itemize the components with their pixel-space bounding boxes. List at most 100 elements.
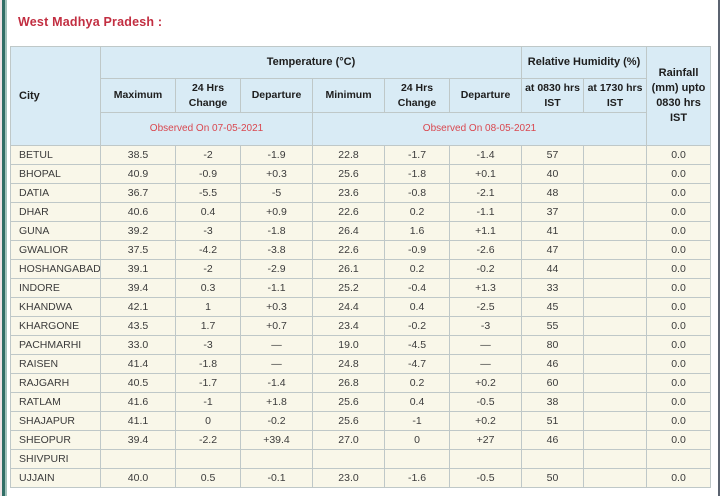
max-cell: 41.1 — [100, 411, 176, 431]
max_change-cell: -0.9 — [175, 164, 241, 184]
min_departure-cell: +0.1 — [448, 164, 523, 184]
table-row: SHEOPUR 39.4 -2.2 +39.4 27.0 0 +27 46 0.0 — [10, 430, 712, 450]
right-window-border — [718, 0, 720, 496]
rainfall-cell: 0.0 — [646, 316, 712, 336]
table-row: RATLAM 41.6 -1 +1.8 25.6 0.4 -0.5 38 0.0 — [10, 392, 712, 412]
rh_1730-cell — [583, 430, 648, 450]
rh_1730-cell — [583, 164, 648, 184]
max-cell: 38.5 — [100, 145, 176, 165]
max_change-cell: 0 — [175, 411, 241, 431]
city-cell: PACHMARHI — [10, 335, 101, 355]
rh_0830-cell: 48 — [521, 183, 585, 203]
max-cell: 41.4 — [100, 354, 176, 374]
max_departure-cell: -3.8 — [240, 240, 313, 260]
max-cell: 43.5 — [100, 316, 176, 336]
min_departure-cell: -2.6 — [448, 240, 523, 260]
rh_1730-cell — [583, 373, 648, 393]
city-cell: SHEOPUR — [10, 430, 101, 450]
min_departure-cell: -3 — [448, 316, 523, 336]
city-cell: GWALIOR — [10, 240, 101, 260]
min-cell: 25.6 — [312, 411, 385, 431]
max_departure-cell: +0.3 — [240, 297, 313, 317]
min_departure-cell: +0.2 — [448, 411, 523, 431]
rh_1730-cell — [583, 316, 648, 336]
observed-date-max: Observed On 07-05-2021 — [100, 112, 313, 146]
max_departure-cell: — — [240, 354, 313, 374]
min_change-cell: 0 — [384, 430, 450, 450]
max-cell: 40.0 — [100, 468, 176, 488]
table-row: KHARGONE 43.5 1.7 +0.7 23.4 -0.2 -3 55 0.0 — [10, 316, 712, 336]
city-cell: KHANDWA — [10, 297, 101, 317]
max-cell: 39.2 — [100, 221, 176, 241]
city-cell: RAJGARH — [10, 373, 101, 393]
min_departure-cell: -2.5 — [448, 297, 523, 317]
max_change-cell: 1 — [175, 297, 241, 317]
rh_1730-cell — [583, 221, 648, 241]
min_departure-cell: +0.2 — [448, 373, 523, 393]
city-cell: DATIA — [10, 183, 101, 203]
min-cell: 26.4 — [312, 221, 385, 241]
rh_1730-cell — [583, 259, 648, 279]
min_departure-cell: -1.1 — [448, 202, 523, 222]
column-group-humidity: Relative Humidity (%) — [521, 46, 648, 79]
rh_1730-cell — [583, 278, 648, 298]
rh_1730-cell — [583, 354, 648, 374]
rh_1730-cell — [583, 202, 648, 222]
rainfall-cell: 0.0 — [646, 183, 712, 203]
min_change-cell: 0.2 — [384, 259, 450, 279]
min_departure-cell: -0.2 — [448, 259, 523, 279]
max_departure-cell: -1.1 — [240, 278, 313, 298]
left-window-border-outer — [0, 0, 2, 496]
min-cell: 23.6 — [312, 183, 385, 203]
column-header-min-24h-change: 24 Hrs Change — [384, 78, 450, 113]
table-row: PACHMARHI 33.0 -3—19.0 -4.5—80 0.0 — [10, 335, 712, 355]
max_change-cell: -4.2 — [175, 240, 241, 260]
rh_0830-cell: 33 — [521, 278, 585, 298]
header-group-row: City Temperature (°C) Relative Humidity … — [10, 46, 712, 146]
max_change-cell — [175, 449, 241, 469]
city-cell: BETUL — [10, 145, 101, 165]
max_departure-cell: -0.2 — [240, 411, 313, 431]
max_change-cell: -2 — [175, 259, 241, 279]
max_change-cell: -1 — [175, 392, 241, 412]
max_change-cell: 0.5 — [175, 468, 241, 488]
rh_0830-cell: 40 — [521, 164, 585, 184]
table-row: KHANDWA 42.1 1 +0.3 24.4 0.4 -2.5 45 0.0 — [10, 297, 712, 317]
max_departure-cell: +0.7 — [240, 316, 313, 336]
max-cell: 40.9 — [100, 164, 176, 184]
header-sub-row: Maximum 24 Hrs Change Departure Minimum … — [11, 78, 711, 113]
rh_0830-cell: 44 — [521, 259, 585, 279]
min-cell: 25.2 — [312, 278, 385, 298]
column-header-maximum: Maximum — [100, 78, 176, 113]
table-row: BHOPAL 40.9 -0.9 +0.3 25.6 -1.8 +0.1 40 0.0 — [10, 164, 712, 184]
min-cell — [312, 449, 385, 469]
min_change-cell: 0.2 — [384, 202, 450, 222]
city-cell: INDORE — [10, 278, 101, 298]
header-observed-row: Observed On 07-05-2021 Observed On 08-05… — [11, 112, 711, 146]
rh_0830-cell: 51 — [521, 411, 585, 431]
min_departure-cell: -1.4 — [448, 145, 523, 165]
min_change-cell: 0.4 — [384, 392, 450, 412]
page-title: West Madhya Pradesh : — [18, 15, 163, 29]
min-cell: 24.4 — [312, 297, 385, 317]
table-row: UJJAIN 40.0 0.5 -0.1 23.0 -1.6 -0.5 50 0.0 — [10, 468, 712, 488]
column-header-rh-1730: at 1730 hrs IST — [583, 78, 648, 113]
min_change-cell: -1.8 — [384, 164, 450, 184]
max_departure-cell: -1.8 — [240, 221, 313, 241]
max_departure-cell — [240, 449, 313, 469]
rh_0830-cell: 46 — [521, 354, 585, 374]
rh_0830-cell: 38 — [521, 392, 585, 412]
min_change-cell — [384, 449, 450, 469]
max_departure-cell: -2.9 — [240, 259, 313, 279]
min_change-cell: -0.4 — [384, 278, 450, 298]
max_change-cell: -1.8 — [175, 354, 241, 374]
rh_1730-cell — [583, 183, 648, 203]
max_departure-cell: -5 — [240, 183, 313, 203]
min_departure-cell: +1.1 — [448, 221, 523, 241]
min_departure-cell: -2.1 — [448, 183, 523, 203]
city-cell: UJJAIN — [10, 468, 101, 488]
city-cell: KHARGONE — [10, 316, 101, 336]
table-row: SHIVPURI — [10, 449, 712, 469]
rh_0830-cell: 50 — [521, 468, 585, 488]
max-cell: 39.4 — [100, 430, 176, 450]
